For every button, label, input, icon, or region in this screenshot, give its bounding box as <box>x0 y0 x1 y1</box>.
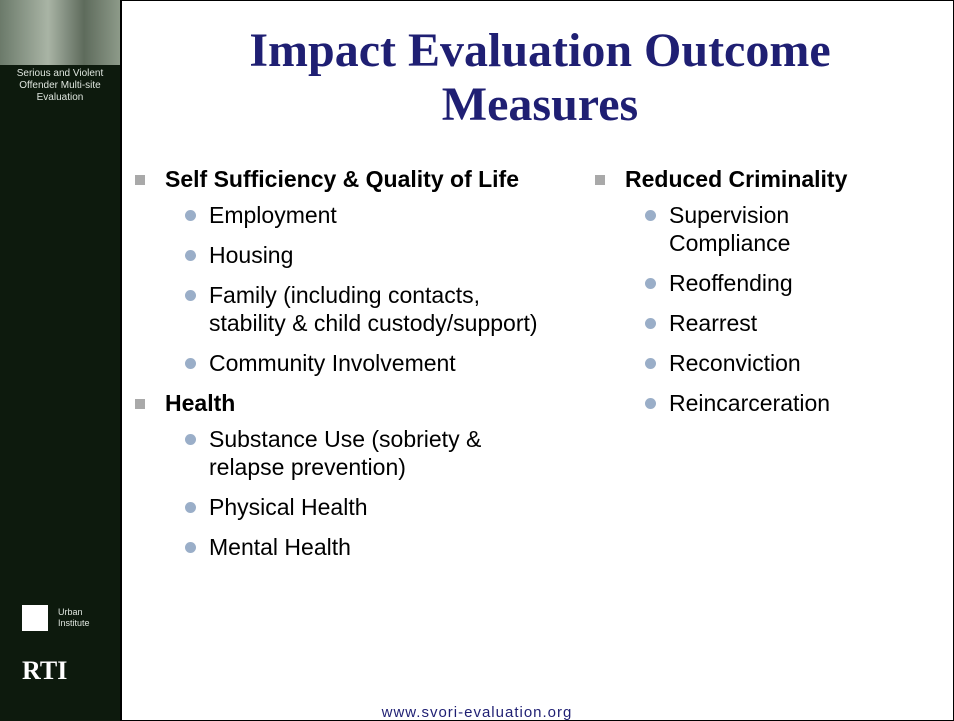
bullet-heading: Health <box>135 389 555 417</box>
footer: www.svori-evaluation.org <box>0 704 954 721</box>
bullet-item: Employment <box>135 201 555 229</box>
bullet-item: Rearrest <box>595 309 895 337</box>
bullet-heading: Self Sufficiency & Quality of Life <box>135 165 555 193</box>
bullet-item: Substance Use (sobriety & relapse preven… <box>135 425 555 481</box>
slide-title: Impact Evaluation Outcome Measures <box>150 24 930 132</box>
sidebar-title: Serious and Violent Offender Multi-site … <box>0 68 120 104</box>
left-column: Self Sufficiency & Quality of Life Employ… <box>135 165 555 573</box>
bullet-item: Family (including contacts, stability & … <box>135 281 555 337</box>
bullet-item: Mental Health <box>135 533 555 561</box>
sidebar: Serious and Violent Offender Multi-site … <box>0 0 122 721</box>
bullet-item: Reincarceration <box>595 389 895 417</box>
bullet-item: Physical Health <box>135 493 555 521</box>
rti-logo: RTI <box>22 656 96 686</box>
bullet-item: Community Involvement <box>135 349 555 377</box>
bullet-item: Reoffending <box>595 269 895 297</box>
slide: {"sidebar":{"title":"Serious and Violent… <box>0 0 954 721</box>
bullet-heading: Reduced Criminality <box>595 165 895 193</box>
bullet-item: Housing <box>135 241 555 269</box>
bullet-item: Supervision Compliance <box>595 201 895 257</box>
bullet-item: Reconviction <box>595 349 895 377</box>
logo-text: Urban Institute <box>58 607 98 629</box>
photo <box>0 0 120 65</box>
right-column: Reduced Criminality Supervision Complianc… <box>595 165 895 429</box>
